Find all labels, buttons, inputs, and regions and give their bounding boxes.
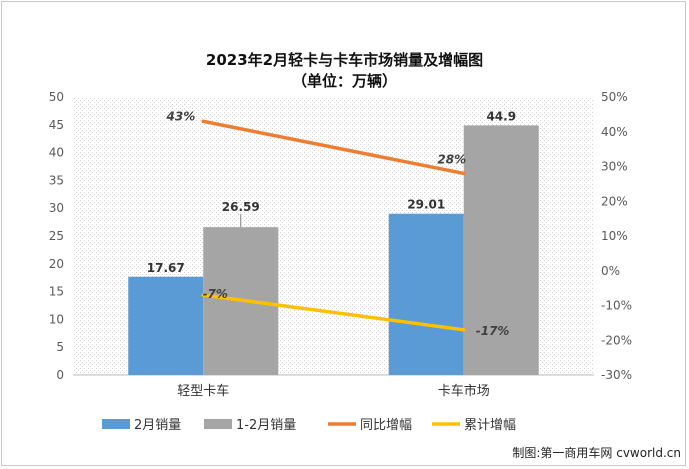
bar bbox=[388, 213, 464, 375]
y-left-tick-label: 25 bbox=[49, 229, 64, 243]
bar-data-label: 44.9 bbox=[486, 109, 516, 123]
credit-text: 制图:第一商用车网 cvworld.cn bbox=[512, 446, 681, 460]
line-data-label: -7% bbox=[203, 287, 228, 301]
chart-title: 2023年2月轻卡与卡车市场销量及增幅图 bbox=[205, 51, 484, 69]
y-left-tick-label: 5 bbox=[56, 340, 64, 354]
y-left-tick-label: 10 bbox=[49, 312, 64, 326]
y-right-tick-label: -30% bbox=[601, 368, 632, 382]
y-left-tick-label: 20 bbox=[49, 257, 64, 271]
chart-subtitle: （单位：万辆） bbox=[291, 72, 397, 90]
bar-data-label: 29.01 bbox=[407, 198, 445, 212]
y-right-tick-label: 40% bbox=[601, 125, 628, 139]
bar-data-label: 26.59 bbox=[222, 200, 260, 214]
y-right-tick-label: 20% bbox=[601, 194, 628, 208]
legend-label: 1-2月销量 bbox=[236, 418, 296, 433]
y-left-tick-label: 35 bbox=[49, 173, 64, 187]
legend-swatch bbox=[102, 419, 130, 429]
series-line bbox=[201, 293, 466, 332]
legend-label: 2月销量 bbox=[134, 418, 181, 433]
y-right-tick-label: 50% bbox=[601, 90, 628, 104]
y-left-tick-label: 15 bbox=[49, 285, 64, 299]
y-right-tick-label: -10% bbox=[601, 299, 632, 313]
legend-label: 累计增幅 bbox=[464, 418, 516, 433]
y-left-tick-label: 0 bbox=[56, 368, 64, 382]
y-right-tick-label: -20% bbox=[601, 333, 632, 347]
y-left-tick-label: 50 bbox=[49, 90, 64, 104]
legend-swatch bbox=[204, 419, 232, 429]
x-category-label: 轻型卡车 bbox=[177, 383, 229, 399]
bar bbox=[128, 276, 204, 375]
x-category-label: 卡车市场 bbox=[438, 383, 490, 399]
series-line bbox=[201, 119, 466, 176]
legend-label: 同比增幅 bbox=[360, 418, 412, 433]
bar-data-label: 17.67 bbox=[147, 261, 185, 275]
bar bbox=[463, 125, 539, 375]
y-left-tick-label: 30 bbox=[49, 201, 64, 215]
y-right-tick-label: 0% bbox=[601, 264, 620, 278]
y-right-tick-label: 10% bbox=[601, 229, 628, 243]
line-data-label: 43% bbox=[166, 109, 196, 123]
y-left-tick-label: 40 bbox=[49, 146, 64, 160]
y-left-tick-label: 45 bbox=[49, 118, 64, 132]
line-data-label: 28% bbox=[437, 152, 466, 166]
line-data-label: -17% bbox=[476, 324, 510, 338]
y-right-tick-label: 30% bbox=[601, 160, 628, 174]
